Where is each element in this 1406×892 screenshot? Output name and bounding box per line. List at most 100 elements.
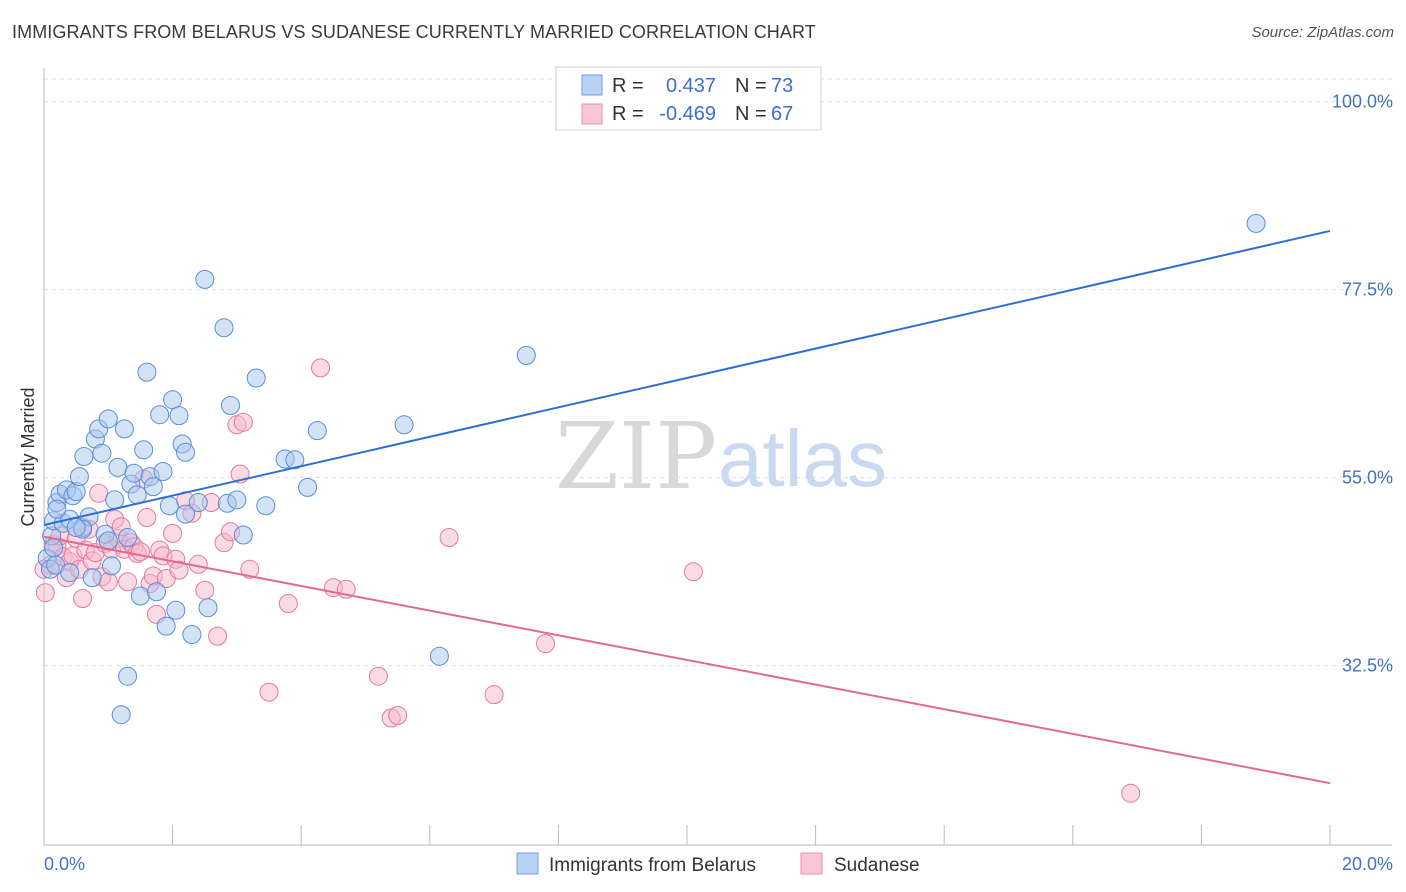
belarus-point [118, 528, 138, 547]
belarus-point [118, 666, 138, 686]
belarus-point [307, 421, 327, 441]
belarus-point [105, 490, 125, 510]
belarus-point [47, 499, 67, 519]
sudanese-point [259, 682, 279, 702]
watermark-atlas: atlas [718, 414, 887, 503]
belarus-point [227, 490, 247, 510]
belarus-point [285, 450, 305, 470]
sudanese-point [311, 358, 330, 378]
series-legend-swatch-sudanese [800, 852, 823, 875]
y-tick-label: 100.0% [1332, 91, 1393, 111]
belarus-point [176, 442, 195, 462]
legend-r-value-belarus: 0.437 [666, 75, 716, 97]
x-ticks [172, 825, 1331, 845]
chart-title: IMMIGRANTS FROM BELARUS VS SUDANESE CURR… [12, 22, 816, 42]
sudanese-point [163, 523, 183, 543]
belarus-point [44, 538, 64, 558]
belarus-point [153, 462, 173, 481]
belarus-point [111, 705, 131, 725]
belarus-point [188, 493, 208, 512]
belarus-point [176, 504, 195, 524]
belarus-point [124, 463, 144, 483]
sudanese-point [1121, 783, 1141, 803]
sudanese-point [536, 634, 555, 654]
legend-r-value-sudanese: -0.469 [659, 103, 716, 125]
correlation-legend: R = 0.437 N = 73 R = -0.469 N = 67 [555, 66, 822, 131]
legend-n-value-belarus: 73 [771, 75, 793, 97]
belarus-point [66, 518, 86, 537]
series-legend-label-sudanese: Sudanese [834, 855, 920, 876]
y-tick-label: 77.5% [1342, 279, 1393, 299]
y-tick-label: 55.0% [1342, 467, 1393, 487]
sudanese-point [130, 542, 150, 562]
x-tick-label-max: 20.0% [1342, 854, 1393, 874]
belarus-point [198, 598, 218, 618]
belarus-point [74, 447, 94, 466]
sudanese-point [89, 483, 109, 503]
belarus-point [82, 568, 102, 588]
belarus-point [130, 586, 150, 606]
series-legend-label-belarus: Immigrants from Belarus [549, 855, 756, 876]
sudanese-point [388, 706, 408, 725]
belarus-point [166, 600, 186, 620]
belarus-point [137, 362, 157, 382]
legend-n-label-sudanese: N = [735, 103, 767, 125]
belarus-point [114, 419, 134, 439]
belarus-point [60, 563, 80, 583]
sudanese-point [233, 412, 253, 432]
legend-swatch-belarus [581, 74, 603, 96]
belarus-point [127, 485, 147, 505]
sudanese-point [484, 685, 504, 705]
belarus-point [429, 646, 449, 666]
belarus-point [92, 443, 112, 463]
belarus-point [69, 467, 89, 487]
belarus-point [108, 457, 128, 477]
belarus-point [256, 496, 276, 516]
belarus-point [214, 318, 234, 338]
belarus-point [221, 396, 240, 415]
sudanese-point [98, 572, 118, 592]
chart-source: Source: ZipAtlas.com [1251, 24, 1394, 41]
legend-n-value-sudanese: 67 [771, 103, 793, 125]
belarus-point [182, 625, 202, 644]
belarus-point [233, 525, 253, 545]
y-axis-label: Currently Married [18, 387, 38, 526]
sudanese-point [368, 666, 388, 686]
sudanese-point [208, 626, 228, 646]
belarus-point [147, 582, 166, 602]
belarus-point [102, 556, 121, 576]
belarus-point [1246, 213, 1266, 233]
sudanese-point [137, 508, 157, 527]
trend-line-belarus [43, 229, 1331, 526]
belarus-point [169, 406, 189, 426]
series-legend-swatch-belarus [516, 852, 539, 875]
sudanese-point [278, 594, 298, 613]
belarus-point [98, 409, 118, 429]
legend-swatch-sudanese [581, 103, 603, 125]
sudanese-point [35, 583, 55, 603]
belarus-point [163, 390, 183, 410]
sudanese-point [118, 572, 138, 592]
belarus-point [195, 269, 215, 289]
belarus-point [143, 477, 163, 497]
legend-n-label-belarus: N = [735, 75, 767, 97]
belarus-point [134, 440, 154, 460]
sudanese-point [195, 580, 215, 600]
x-tick-label-min: 0.0% [44, 854, 85, 874]
legend-r-label-sudanese: R = [612, 103, 644, 125]
sudanese-point [240, 559, 260, 579]
trend-line-sudanese [43, 535, 1331, 785]
y-tick-labels: 32.5% 55.0% 77.5% 100.0% [1332, 91, 1393, 675]
belarus-point [150, 405, 170, 425]
sudanese-point [73, 589, 93, 608]
watermark-zip: ZIP [555, 403, 717, 510]
series-legend: Immigrants from Belarus Sudanese [516, 852, 920, 876]
belarus-point [246, 368, 266, 388]
belarus-point [298, 477, 318, 497]
belarus-point [159, 496, 179, 516]
belarus-point [516, 345, 536, 365]
series-belarus [37, 213, 1266, 725]
sudanese-point [169, 560, 189, 580]
watermark: ZIP atlas [555, 403, 887, 510]
